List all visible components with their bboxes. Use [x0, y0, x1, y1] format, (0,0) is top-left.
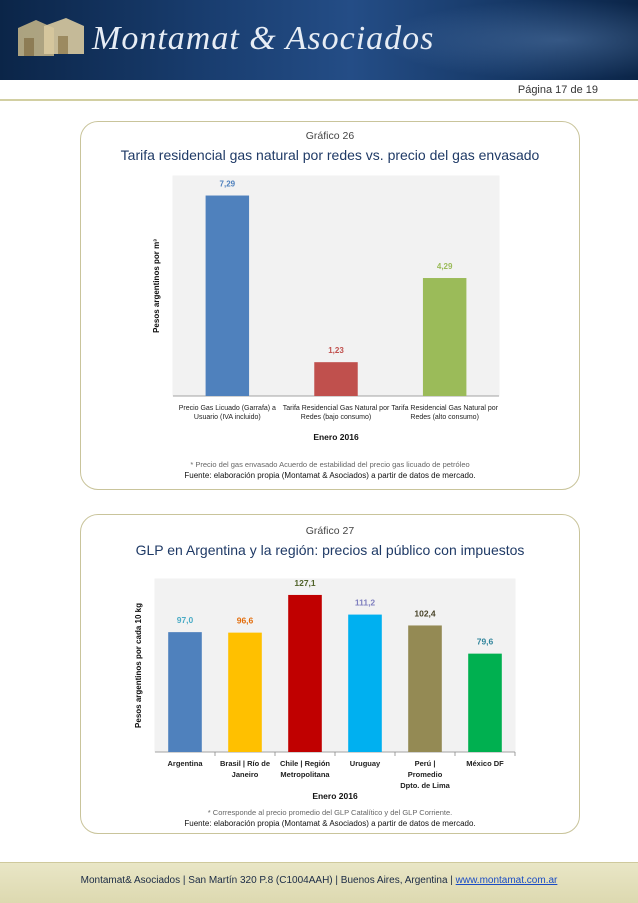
bar-3 — [288, 594, 322, 752]
x-tick-label-5: Promedio — [408, 770, 443, 779]
x-tick-label-2: Brasil | Río de — [220, 759, 270, 768]
x-tick-label-1: Argentina — [167, 759, 203, 768]
chart-27-plot: 97,0 Argentina 96,6 Brasil | Río de Janeiro 1… — [134, 578, 516, 801]
footer: Montamat& Asociados | San Martín 320 P.8… — [0, 862, 638, 903]
footer-text: Montamat& Asociados | San Martín 320 P.8… — [0, 875, 638, 886]
bar-2 — [228, 632, 262, 752]
bar-6 — [468, 653, 502, 752]
x-tick-label-3: Tarifa Residencial Gas Natural por — [391, 405, 498, 412]
footer-address: Montamat& Asociados | San Martín 320 P.8… — [80, 875, 456, 886]
data-label-1: 7,29 — [220, 180, 236, 189]
data-label-2: 1,23 — [328, 346, 344, 355]
chart-26-title: Tarifa residencial gas natural por redes… — [120, 147, 540, 163]
x-tick-label-3: Chile | Región — [280, 759, 330, 768]
plot-area — [154, 578, 516, 753]
y-axis-title: Pesos argentinos por cada 10 kg — [134, 603, 143, 728]
x-tick-label-5: Dpto. de Lima — [400, 781, 450, 790]
bar-4 — [348, 614, 382, 752]
chart-27-title: GLP en Argentina y la región: precios al… — [135, 542, 525, 558]
x-tick-label-2: Janeiro — [232, 770, 259, 779]
data-label-3: 4,29 — [437, 262, 453, 271]
data-label-1: 97,0 — [177, 615, 194, 625]
data-label-2: 96,6 — [237, 616, 254, 626]
x-tick-label-3: Metropolitana — [280, 770, 330, 779]
x-tick-label-2: Redes (bajo consumo) — [301, 414, 371, 421]
bar-2 — [314, 362, 358, 396]
company-logo-icon — [18, 18, 84, 56]
chart-27-source: Fuente: elaboración propia (Montamat & A… — [184, 819, 476, 828]
x-tick-label-3: Redes (alto consumo) — [410, 414, 478, 421]
data-label-5: 102,4 — [414, 608, 436, 618]
chart-27-note: * Corresponde al precio promedio del GLP… — [207, 808, 453, 817]
page-number: Página 17 de 19 — [517, 84, 598, 96]
footer-website-link[interactable]: www.montamat.com.ar — [455, 875, 558, 886]
bar-5 — [408, 625, 442, 752]
x-tick-label-2: Tarifa Residencial Gas Natural por — [283, 405, 390, 412]
chart-26-panel: Gráfico 26 Tarifa residencial gas natura… — [80, 121, 580, 490]
x-tick-label-5: Perú | — [415, 759, 436, 768]
x-tick-label-4: Uruguay — [350, 759, 381, 768]
x-axis-title: Enero 2016 — [313, 432, 359, 442]
bar-1 — [168, 632, 202, 752]
brand-name: Montamat & Asociados — [92, 20, 435, 57]
x-tick-label-1: Precio Gas Licuado (Garrafa) a — [179, 405, 276, 412]
chart-27-panel: Gráfico 27 GLP en Argentina y la región:… — [80, 514, 580, 834]
chart-26-source: Fuente: elaboración propia (Montamat & A… — [184, 471, 476, 480]
data-label-3: 127,1 — [294, 578, 316, 588]
chart-27-label: Gráfico 27 — [305, 525, 355, 537]
header-banner: Montamat & Asociados — [0, 0, 638, 80]
x-tick-label-1: Usuario (IVA incluido) — [194, 414, 261, 421]
x-axis-title: Enero 2016 — [312, 791, 358, 801]
bar-3 — [422, 278, 467, 396]
chart-26-label: Gráfico 26 — [305, 130, 355, 142]
data-label-6: 79,6 — [477, 637, 494, 647]
y-axis-title: Pesos argentinos por m³ — [152, 239, 161, 333]
chart-26-note: * Precio del gas envasado Acuerdo de est… — [190, 460, 470, 469]
data-label-4: 111,2 — [355, 598, 376, 608]
header-rule — [0, 99, 638, 101]
x-tick-label-6: México DF — [466, 759, 504, 768]
chart-26-plot: 7,29 Precio Gas Licuado (Garrafa) a Usuari… — [152, 175, 500, 442]
bar-1 — [205, 195, 250, 396]
banner-glow — [378, 0, 638, 80]
